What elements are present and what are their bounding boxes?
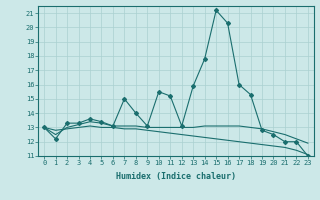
X-axis label: Humidex (Indice chaleur): Humidex (Indice chaleur) (116, 172, 236, 181)
